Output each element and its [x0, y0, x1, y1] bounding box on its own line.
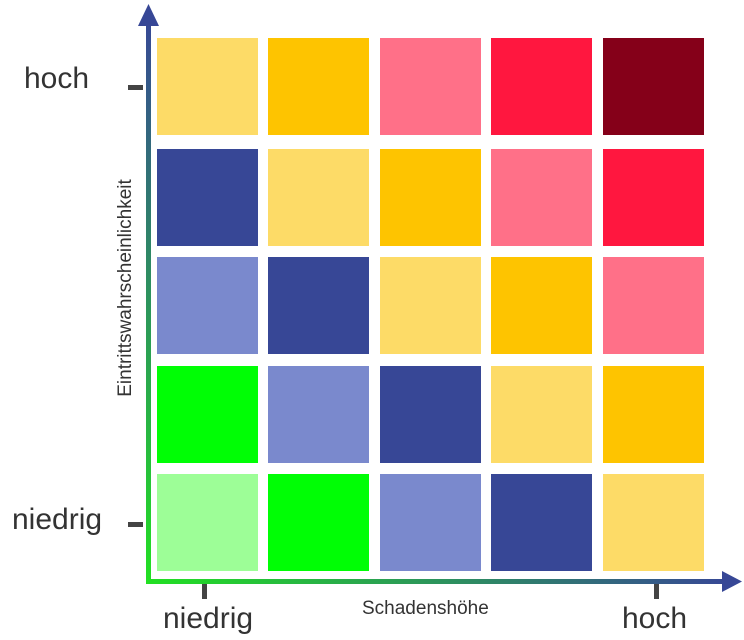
y-tick-high [128, 85, 143, 90]
matrix-cell-r1-c5 [603, 38, 704, 135]
x-label-high: hoch [622, 602, 688, 635]
y-label-low: niedrig [12, 503, 103, 536]
matrix-cell-r4-c4 [491, 366, 592, 463]
y-label-high: hoch [24, 62, 90, 95]
y-axis-title: Eintrittswahrscheinlichkeit [115, 179, 136, 397]
matrix-cell-r3-c3 [380, 257, 481, 354]
x-tick-high [654, 584, 659, 599]
x-tick-low [202, 584, 207, 599]
matrix-cell-r4-c5 [603, 366, 704, 463]
matrix-cell-r2-c2 [268, 149, 369, 246]
matrix-cell-r2-c3 [380, 149, 481, 246]
matrix-cell-r2-c4 [491, 149, 592, 246]
matrix-cell-r4-c2 [268, 366, 369, 463]
matrix-cell-r1-c3 [380, 38, 481, 135]
matrix-cell-r1-c2 [268, 38, 369, 135]
x-label-low: niedrig [163, 602, 254, 635]
matrix-cell-r2-c5 [603, 149, 704, 246]
matrix-cell-r4-c3 [380, 366, 481, 463]
matrix-cell-r4-c1 [157, 366, 258, 463]
x-axis-arrowhead [722, 571, 742, 592]
y-axis-arrowhead [138, 4, 159, 26]
matrix-cell-r3-c2 [268, 257, 369, 354]
matrix-cells [157, 38, 704, 571]
matrix-cell-r3-c1 [157, 257, 258, 354]
matrix-cell-r1-c1 [157, 38, 258, 135]
matrix-cell-r5-c5 [603, 474, 704, 571]
y-tick-low [128, 522, 143, 527]
matrix-cell-r5-c3 [380, 474, 481, 571]
y-axis-line [146, 18, 151, 584]
matrix-cell-r5-c1 [157, 474, 258, 571]
x-axis-title: Schadenshöhe [362, 598, 489, 619]
matrix-cell-r3-c4 [491, 257, 592, 354]
matrix-cell-r3-c5 [603, 257, 704, 354]
matrix-cell-r1-c4 [491, 38, 592, 135]
x-axis-line [146, 579, 730, 584]
matrix-cell-r5-c2 [268, 474, 369, 571]
matrix-cell-r2-c1 [157, 149, 258, 246]
matrix-cell-r5-c4 [491, 474, 592, 571]
